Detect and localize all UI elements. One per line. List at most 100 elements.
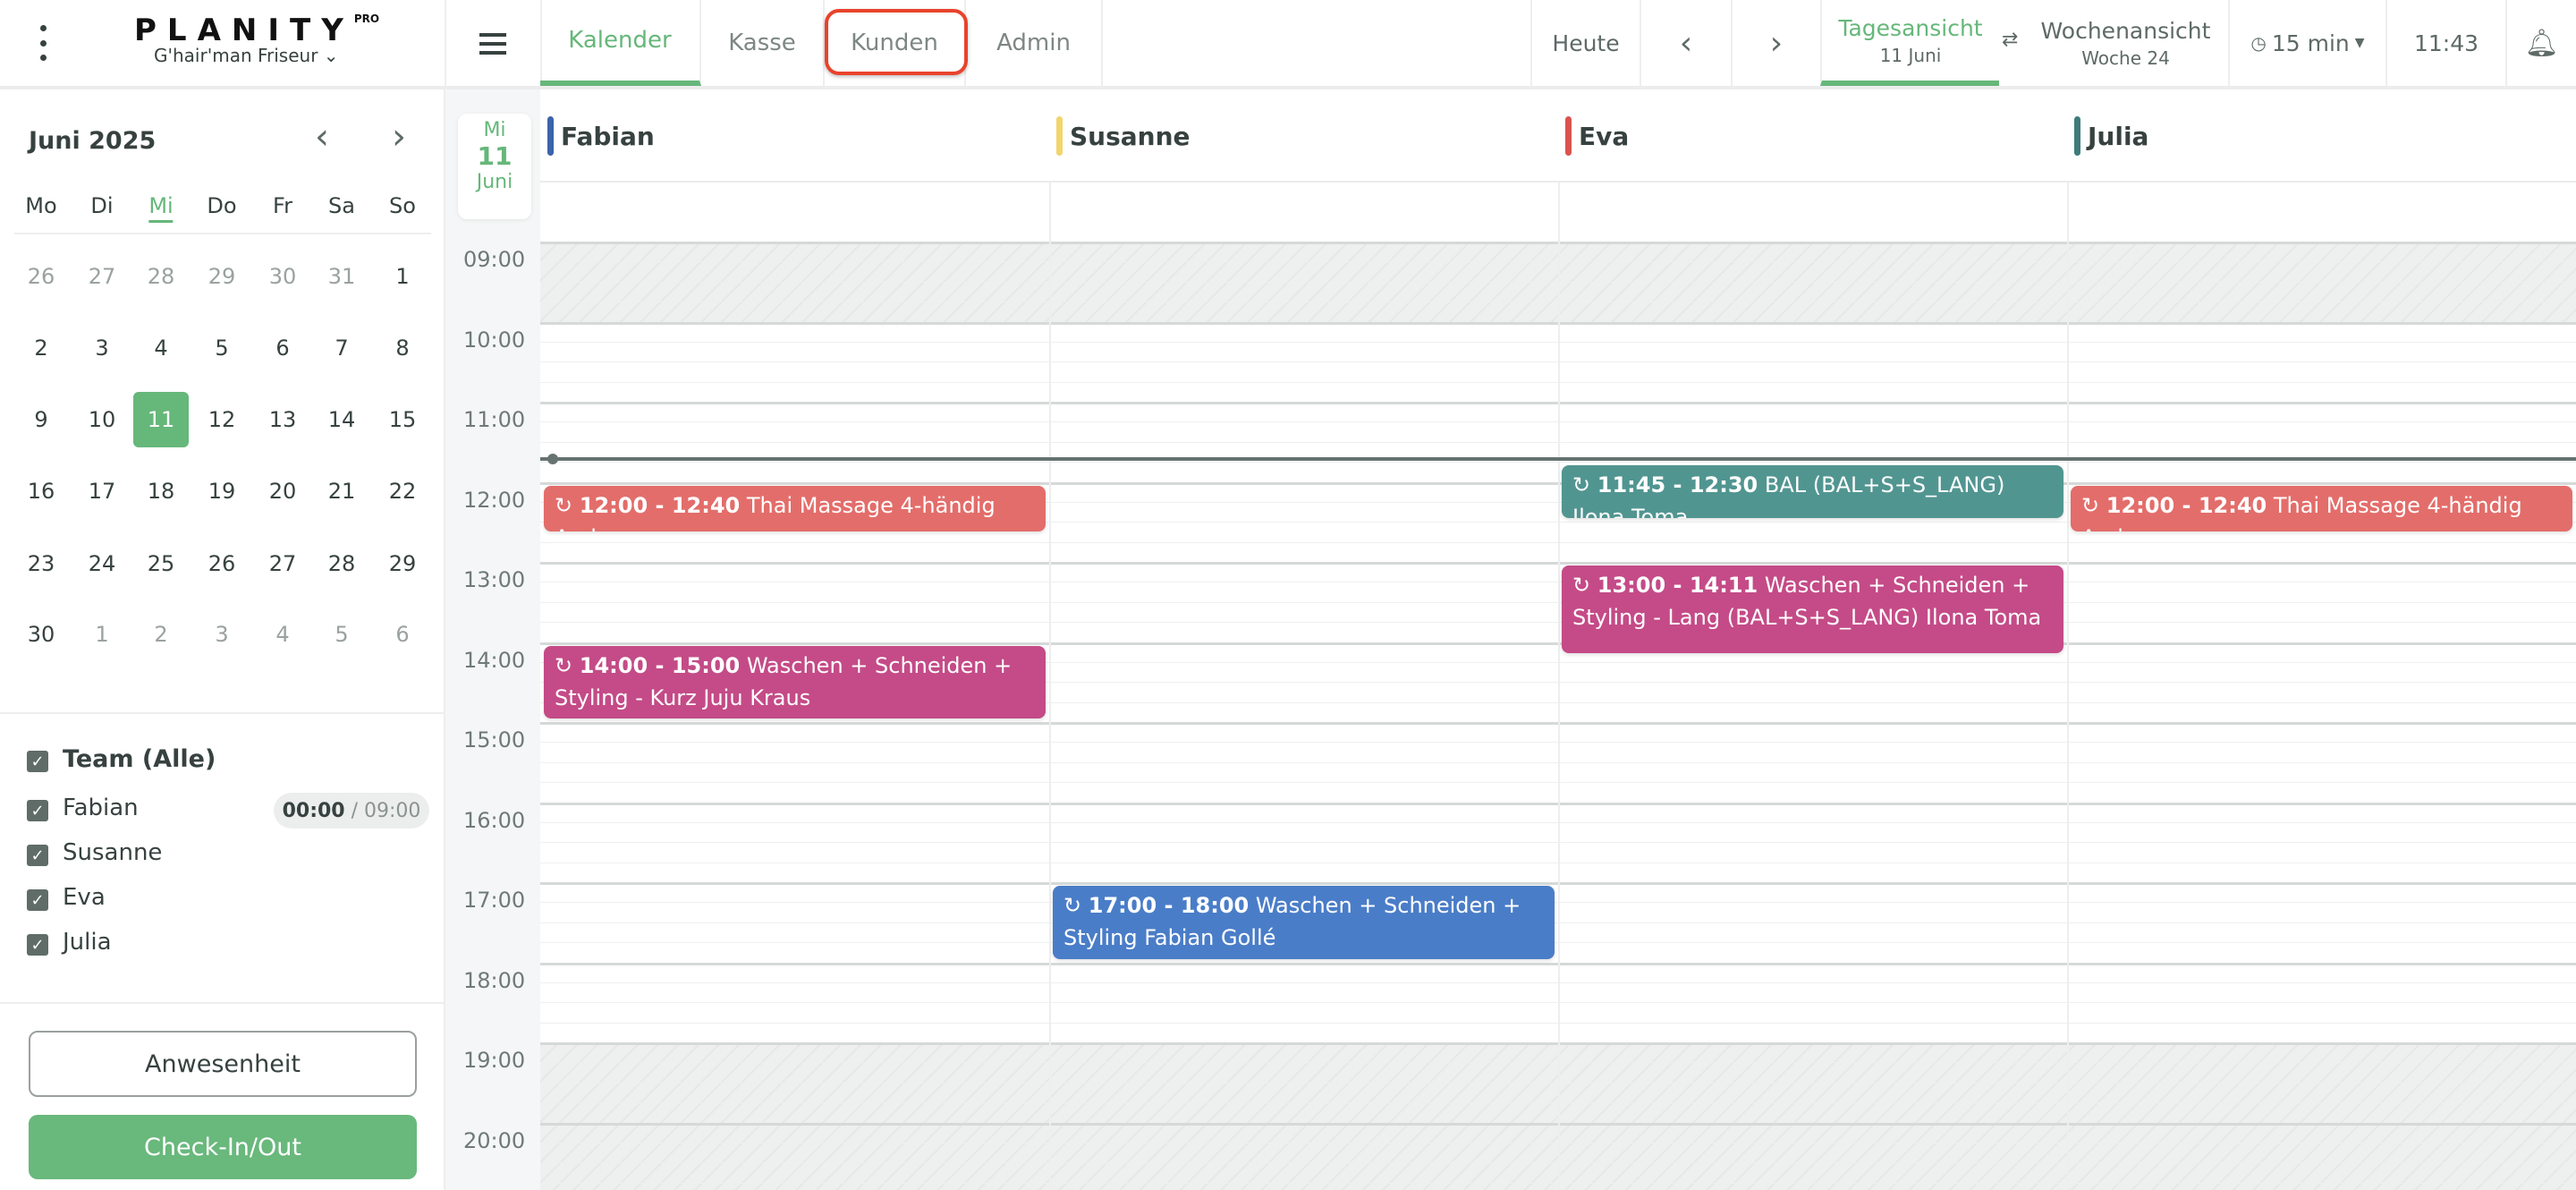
checkin-button[interactable]: Check-In/Out — [29, 1115, 417, 1179]
top-bar: PLANITYPRO G'hair'man Friseur ⌄ Kalender… — [0, 0, 2576, 89]
calendar-day[interactable]: 8 — [395, 336, 410, 361]
staff-name: Eva — [1579, 121, 1630, 151]
attendance-button[interactable]: Anwesenheit — [29, 1031, 417, 1097]
calendar-day[interactable]: 29 — [388, 551, 417, 576]
calendar-day[interactable]: 18 — [147, 479, 175, 504]
today-button[interactable]: Heute — [1530, 0, 1640, 86]
calendar-day[interactable]: 3 — [215, 622, 229, 647]
interval-select[interactable]: ◷ 15 min ▼ — [2228, 0, 2385, 86]
sidebar: Juni 2025 ‹ › Mo Di Mi Do Fr Sa So 26 27 28 29 30 3… — [0, 89, 445, 1190]
recurring-icon: ↻ — [555, 492, 573, 518]
calendar-day[interactable]: 17 — [88, 479, 116, 504]
team-all-label: Team (Alle) — [63, 745, 216, 773]
swap-icon[interactable]: ⇄ — [2002, 29, 2019, 51]
calendar-day[interactable]: 10 — [88, 407, 116, 432]
calendar-day[interactable]: 13 — [268, 407, 297, 432]
calendar-day[interactable]: 7 — [335, 336, 349, 361]
appointment[interactable]: ↻ 12:00 - 12:40 Thai Massage 4-händig Au… — [544, 485, 1046, 532]
hour-label: 18:00 — [463, 967, 526, 993]
calendar-day[interactable]: 3 — [95, 336, 109, 361]
calendar-day[interactable]: 26 — [208, 551, 236, 576]
calendar-day[interactable]: 27 — [268, 551, 297, 576]
tab-kalender[interactable]: Kalender — [540, 0, 701, 86]
calendar-day[interactable]: 19 — [208, 479, 236, 504]
mini-calendar-prev[interactable]: ‹ — [315, 116, 329, 157]
tab-kunden-label: Kunden — [851, 30, 938, 56]
calendar-day[interactable]: 27 — [88, 264, 116, 289]
member-checkbox[interactable]: ✓ — [27, 934, 48, 956]
calendar-day[interactable]: 1 — [95, 622, 109, 647]
tab-admin[interactable]: Admin — [966, 0, 1103, 86]
next-day-button[interactable]: › — [1731, 0, 1820, 86]
calendar-day[interactable]: 28 — [327, 551, 356, 576]
appointment[interactable]: ↻ 12:00 - 12:40 Thai Massage 4-händig Au… — [2071, 485, 2572, 532]
calendar-day[interactable]: 2 — [154, 622, 168, 647]
member-label: Eva — [63, 884, 106, 911]
staff-column-header[interactable]: Fabian — [547, 116, 655, 156]
calendar-day[interactable]: 28 — [147, 264, 175, 289]
appointment-title: Thai Massage 4-händig Aude... — [2081, 492, 2522, 532]
calendar-day[interactable]: 29 — [208, 264, 236, 289]
calendar-day[interactable]: 25 — [147, 551, 175, 576]
appointment[interactable]: ↻ 13:00 - 14:11 Waschen + Schneiden + St… — [1562, 565, 2063, 653]
calendar-day[interactable]: 2 — [34, 336, 48, 361]
logo: PLANITYPRO — [134, 13, 379, 48]
current-time: 11:43 — [2385, 0, 2505, 86]
calendar-day[interactable]: 4 — [275, 622, 290, 647]
salon-selector[interactable]: G'hair'man Friseur ⌄ — [154, 45, 339, 66]
recurring-icon: ↻ — [2081, 492, 2100, 518]
calendar-day[interactable]: 9 — [34, 407, 48, 432]
more-menu-icon[interactable] — [34, 25, 52, 61]
calendar-day[interactable]: 11 — [133, 392, 189, 447]
week-view-tab[interactable]: Wochenansicht Woche 24 — [2023, 0, 2228, 86]
calendar-day[interactable]: 22 — [388, 479, 417, 504]
calendar-day[interactable]: 5 — [335, 622, 349, 647]
staff-column-header[interactable]: Julia — [2074, 116, 2148, 156]
kunden-highlight — [825, 9, 968, 75]
calendar-day[interactable]: 5 — [215, 336, 229, 361]
current-time-dot — [547, 454, 558, 465]
calendar-day[interactable]: 30 — [268, 264, 297, 289]
calendar-day[interactable]: 14 — [327, 407, 356, 432]
interval-value: 15 min — [2271, 30, 2350, 56]
calendar-day[interactable]: 4 — [154, 336, 168, 361]
recurring-icon: ↻ — [1572, 573, 1591, 598]
prev-day-button[interactable]: ‹ — [1640, 0, 1731, 86]
calendar-day[interactable]: 1 — [395, 264, 410, 289]
appointment[interactable]: ↻ 17:00 - 18:00 Waschen + Schneiden + St… — [1053, 886, 1555, 959]
calendar-day[interactable]: 23 — [27, 551, 55, 576]
appointment-title: Waschen + Schneiden + Styling Fabian Gol… — [1063, 893, 1521, 950]
calendar-day[interactable]: 24 — [88, 551, 116, 576]
calendar-day[interactable]: 12 — [208, 407, 236, 432]
staff-column-header[interactable]: Eva — [1565, 116, 1629, 156]
member-checkbox[interactable]: ✓ — [27, 800, 48, 821]
calendar-day[interactable]: 31 — [327, 264, 356, 289]
member-label: Fabian — [63, 795, 139, 821]
staff-column-header[interactable]: Susanne — [1056, 116, 1191, 156]
column-divider — [1558, 183, 1560, 1190]
mini-calendar-next[interactable]: › — [392, 116, 406, 157]
team-all-checkbox[interactable]: ✓ — [27, 751, 48, 772]
calendar-day[interactable]: 6 — [275, 336, 290, 361]
staff-color-bar — [2074, 116, 2080, 156]
member-checkbox[interactable]: ✓ — [27, 889, 48, 911]
member-checkbox[interactable]: ✓ — [27, 845, 48, 866]
caret-down-icon: ▼ — [2354, 36, 2365, 50]
appointment[interactable]: ↻ 14:00 - 15:00 Waschen + Schneiden + St… — [544, 645, 1046, 718]
hamburger-menu-icon[interactable] — [479, 33, 506, 55]
hour-label: 15:00 — [463, 727, 526, 752]
calendar-day[interactable]: 16 — [27, 479, 55, 504]
weekday-label: Fr — [273, 193, 292, 218]
date-badge-month: Juni — [476, 171, 513, 193]
calendar-day[interactable]: 21 — [327, 479, 356, 504]
appointment[interactable]: ↻ 11:45 - 12:30 BAL (BAL+S+S_LANG) Ilona… — [1562, 465, 2063, 519]
calendar-grid: Fabian Susanne Eva Julia ↻ 12:00 - 12:40 Tha… — [540, 89, 2576, 1190]
calendar-day[interactable]: 26 — [27, 264, 55, 289]
tab-kasse[interactable]: Kasse — [701, 0, 825, 86]
day-view-tab[interactable]: Tagesansicht 11 Juni — [1820, 0, 1999, 86]
calendar-day[interactable]: 15 — [388, 407, 417, 432]
notifications-button[interactable]: 🔔︎ — [2505, 0, 2576, 86]
calendar-day[interactable]: 20 — [268, 479, 297, 504]
calendar-day[interactable]: 6 — [395, 622, 410, 647]
calendar-day[interactable]: 30 — [27, 622, 55, 647]
